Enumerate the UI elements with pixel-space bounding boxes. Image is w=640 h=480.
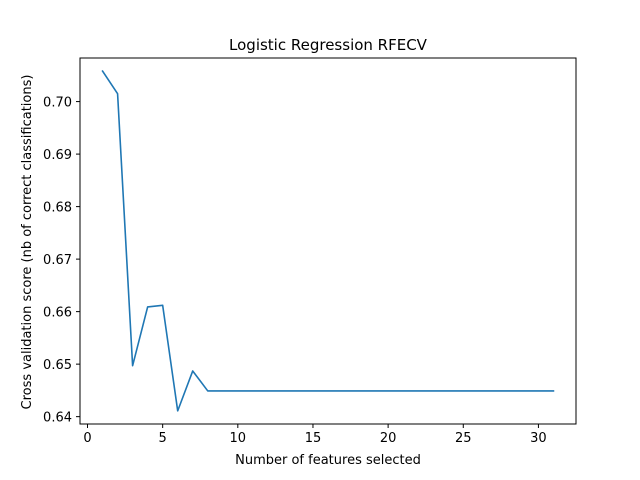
axis-ticks: 0 5 10 15 20 25 30 0.64 0.65 0.66 0.67 0.68 0.69 0.70 <box>43 96 547 446</box>
y-axis-label: Cross validation score (nb of correct cl… <box>20 75 35 410</box>
series-layer <box>101 70 555 412</box>
y-tick-label: 0.64 <box>43 411 72 426</box>
y-tick-label: 0.68 <box>43 201 72 216</box>
series-line <box>101 70 555 412</box>
y-tick-label: 0.66 <box>43 306 72 321</box>
x-tick-label: 0 <box>83 431 91 446</box>
y-tick-label: 0.67 <box>43 253 72 268</box>
x-tick-label: 10 <box>230 431 247 446</box>
chart-title: Logistic Regression RFECV <box>229 36 428 54</box>
x-tick-label: 20 <box>380 431 397 446</box>
y-tick-label: 0.69 <box>43 148 72 163</box>
x-tick-label: 30 <box>530 431 547 446</box>
x-tick-label: 15 <box>305 431 322 446</box>
x-tick-label: 5 <box>159 431 167 446</box>
y-tick-label: 0.70 <box>43 96 72 111</box>
plot-area-frame <box>79 57 577 425</box>
x-axis-label: Number of features selected <box>235 453 421 468</box>
x-tick-label: 25 <box>455 431 472 446</box>
y-tick-label: 0.65 <box>43 358 72 373</box>
